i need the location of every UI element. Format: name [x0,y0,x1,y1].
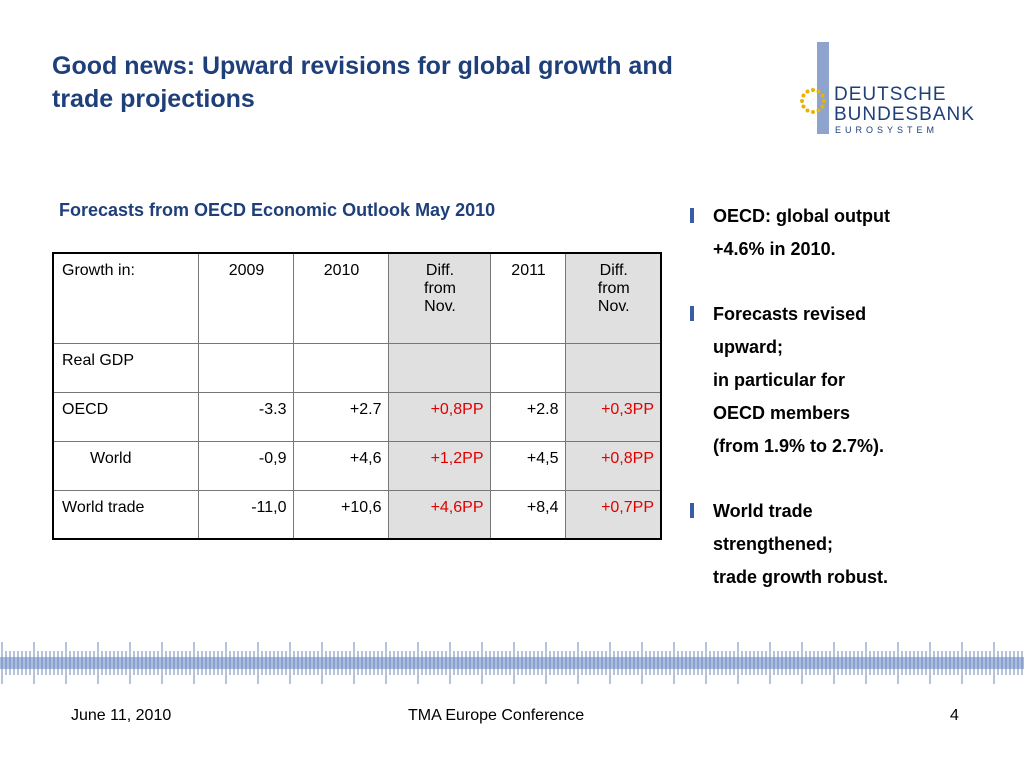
title-line-2: trade projections [52,85,255,113]
bullet-line: upward; [713,337,783,357]
bullet-line: World trade [713,501,813,521]
bullet-marker-icon [690,208,694,223]
cell-diff-2011: +0,3PP [564,391,662,442]
cell-2009: -3.3 [197,391,294,442]
logo-text-eurosystem: EUROSYSTEM [835,125,939,135]
bullet-line: in particular for [713,370,846,390]
row-label: OECD [52,391,199,442]
cell-2010: +2.7 [292,391,389,442]
header-2009: 2009 [197,252,294,344]
bullet-line: +4.6% in 2010. [713,239,836,259]
decorative-ruler-band [0,642,1024,684]
bullet-line: OECD: global output [713,206,890,226]
bullet-line: strengthened; [713,534,834,554]
cell-2010: +10,6 [292,489,389,540]
table-caption: Forecasts from OECD Economic Outlook May… [59,200,496,220]
bullet-line: (from 1.9% to 2.7%). [713,436,885,456]
cell-diff-2010: +1,2PP [387,440,491,491]
bullet-line: OECD members [713,403,851,423]
row-label: World trade [52,489,199,540]
footer-conference: TMA Europe Conference [408,707,585,724]
footer-date: June 11, 2010 [71,707,172,724]
cell-diff-2011: +0,7PP [564,489,662,540]
logo-text-deutsche: DEUTSCHE [834,84,947,105]
bullet-line: Forecasts revised [713,304,867,324]
row-label: World [52,440,199,491]
cell-2011: +2.8 [489,391,566,442]
cell-diff-2010: +4,6PP [387,489,491,540]
cell-diff-2011: +0,8PP [564,440,662,491]
header-diff-2011: Diff. from Nov. [564,252,662,344]
cell-2011: +4,5 [489,440,566,491]
table-row-section: Real GDP [52,342,662,393]
table-header-row: Growth in: 2009 2010 Diff. from Nov. 201… [52,252,662,344]
bullet-marker-icon [690,503,694,518]
table-row: World -0,9 +4,6 +1,2PP +4,5 +0,8PP [52,440,662,491]
header-diff-2010: Diff. from Nov. [387,252,491,344]
header-growth-in: Growth in: [52,252,199,344]
page-title: Good news: Upward revisions for global g… [52,50,782,116]
table-row: OECD -3.3 +2.7 +0,8PP +2.8 +0,3PP [52,391,662,442]
bullet-line: trade growth robust. [713,567,888,587]
bullet-item-forecasts-revised: Forecasts revised upward; in particular … [690,298,1010,463]
bullet-list: OECD: global output +4.6% in 2010. Forec… [690,200,1010,626]
bullet-item-world-trade: World trade strengthened; trade growth r… [690,495,1010,594]
cell-2011: +8,4 [489,489,566,540]
cell-diff-2010: +0,8PP [387,391,491,442]
table-row: World trade -11,0 +10,6 +4,6PP +8,4 +0,7… [52,489,662,540]
footer-page-number: 4 [950,707,959,724]
bullet-marker-icon [690,306,694,321]
forecast-table: Growth in: 2009 2010 Diff. from Nov. 201… [52,252,662,540]
logo-text-bundesbank: BUNDESBANK [834,104,975,125]
title-line-1: Good news: Upward revisions for global g… [52,52,673,80]
header-2011: 2011 [489,252,566,344]
bundesbank-logo: DEUTSCHE BUNDESBANK EUROSYSTEM [798,42,998,142]
cell-2010: +4,6 [292,440,389,491]
eurostars-icon [800,88,826,114]
header-2010: 2010 [292,252,389,344]
cell-2009: -11,0 [197,489,294,540]
bullet-item-oecd-output: OECD: global output +4.6% in 2010. [690,200,1010,266]
cell-2009: -0,9 [197,440,294,491]
section-label: Real GDP [52,342,199,393]
